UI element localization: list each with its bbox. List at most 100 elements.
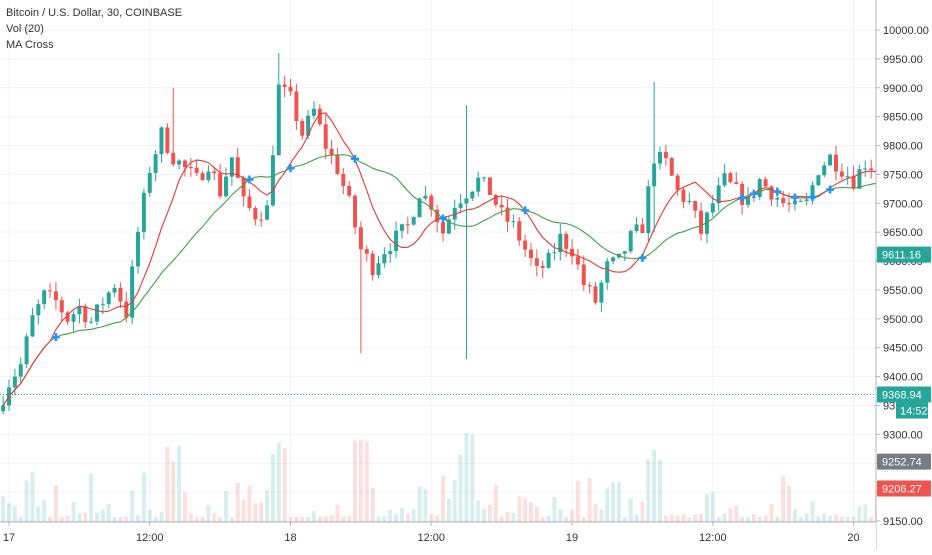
volume-bar	[745, 516, 750, 522]
volume-bar	[276, 441, 281, 522]
volume-bar	[740, 516, 745, 522]
volume-bar	[77, 513, 82, 522]
y-tick-label: 9650.00	[883, 227, 923, 239]
y-tick-label: 9450.00	[883, 343, 923, 355]
candle-body	[699, 210, 704, 234]
volume-bar	[652, 449, 657, 522]
volume-bar	[353, 440, 358, 522]
ma-cross-marker	[790, 193, 799, 202]
price-tag-entry[interactable]	[877, 453, 931, 470]
bar-countdown-tag	[896, 402, 928, 419]
x-tick-label: 12:00	[418, 532, 446, 544]
candle-body	[441, 222, 446, 234]
volume-bar	[288, 517, 293, 522]
candle-body	[394, 230, 399, 252]
volume-bar	[804, 513, 809, 522]
volume-bar	[581, 516, 586, 522]
candle-body	[523, 240, 528, 250]
ma-cross-marker	[439, 214, 448, 223]
candle-body	[341, 173, 346, 187]
candle-body	[118, 287, 123, 302]
x-tick-label: 17	[3, 532, 15, 544]
price-tag-stop[interactable]	[877, 480, 931, 497]
candle-body	[83, 306, 88, 323]
candle-body	[757, 179, 762, 197]
candle-body	[763, 179, 768, 187]
ma-cross-marker	[738, 193, 747, 202]
volume-bar	[182, 492, 187, 522]
candle-body	[575, 256, 580, 265]
volume-bar	[65, 515, 70, 522]
candle-body	[100, 304, 105, 306]
volume-bar	[241, 500, 246, 522]
candle-body	[364, 249, 369, 254]
price-tag-text-current: 9368.94	[882, 390, 922, 402]
candle-body	[798, 200, 803, 202]
y-tick-label: 9850.00	[883, 112, 923, 124]
price-tag-target[interactable]	[877, 246, 931, 263]
candle-body	[593, 286, 598, 303]
candle-body	[235, 157, 240, 178]
candle-body	[405, 224, 410, 226]
volume-bar	[863, 504, 868, 522]
volume-bar	[48, 516, 53, 522]
candle-body	[640, 224, 645, 234]
candle-body	[839, 171, 844, 177]
volume-bar	[482, 508, 487, 522]
candle-body	[511, 221, 516, 223]
candle-body	[458, 203, 463, 208]
volume-bar	[792, 509, 797, 522]
candle-layer	[1, 53, 932, 415]
volume-bar	[411, 509, 416, 522]
candle-body	[194, 167, 199, 174]
candle-body	[435, 209, 440, 223]
volume-bar	[71, 501, 76, 522]
volume-bar	[528, 502, 533, 522]
volume-bar	[200, 516, 205, 522]
candle-body	[857, 169, 862, 189]
volume-bar	[487, 504, 492, 522]
candle-body	[605, 261, 610, 283]
ma-cross-marker	[808, 193, 817, 202]
volume-bar	[282, 448, 287, 522]
volume-bar	[851, 516, 856, 522]
candle-body	[587, 285, 592, 287]
volume-bar	[382, 516, 387, 522]
volume-bar	[18, 516, 23, 522]
candle-body	[470, 191, 475, 199]
label-layer: 9611.16 9368.94 9252.74 9206.27 14:52	[877, 246, 931, 497]
volume-bar	[399, 507, 404, 522]
candle-body	[53, 291, 58, 301]
candle-body	[804, 199, 809, 201]
candle-body	[1, 405, 6, 412]
candle-body	[329, 148, 334, 155]
ma-cross-marker	[245, 175, 254, 184]
volume-bar	[640, 501, 645, 522]
volume-bar	[212, 513, 217, 522]
volume-bar	[734, 505, 739, 522]
candle-body	[282, 84, 287, 87]
y-tick-label: 9500.00	[883, 314, 923, 326]
candle-body	[863, 168, 868, 170]
volume-bar	[552, 497, 557, 522]
volume-bar	[716, 516, 721, 522]
volume-bar	[681, 514, 686, 522]
price-tag-text-target: 9611.16	[882, 250, 921, 262]
candle-body	[270, 155, 275, 206]
candle-body	[182, 160, 187, 168]
candle-body	[171, 152, 176, 165]
volume-bar	[235, 482, 240, 522]
candle-body	[423, 195, 428, 199]
candle-body	[388, 251, 393, 255]
price-tag-current[interactable]	[877, 386, 931, 403]
volume-bar	[159, 512, 164, 522]
volume-bar	[364, 441, 369, 522]
candle-body	[265, 205, 270, 220]
volume-bar	[523, 498, 528, 522]
candle-body	[112, 287, 117, 293]
volume-bar	[42, 500, 47, 522]
volume-bar	[429, 513, 434, 522]
candle-body	[787, 203, 792, 205]
